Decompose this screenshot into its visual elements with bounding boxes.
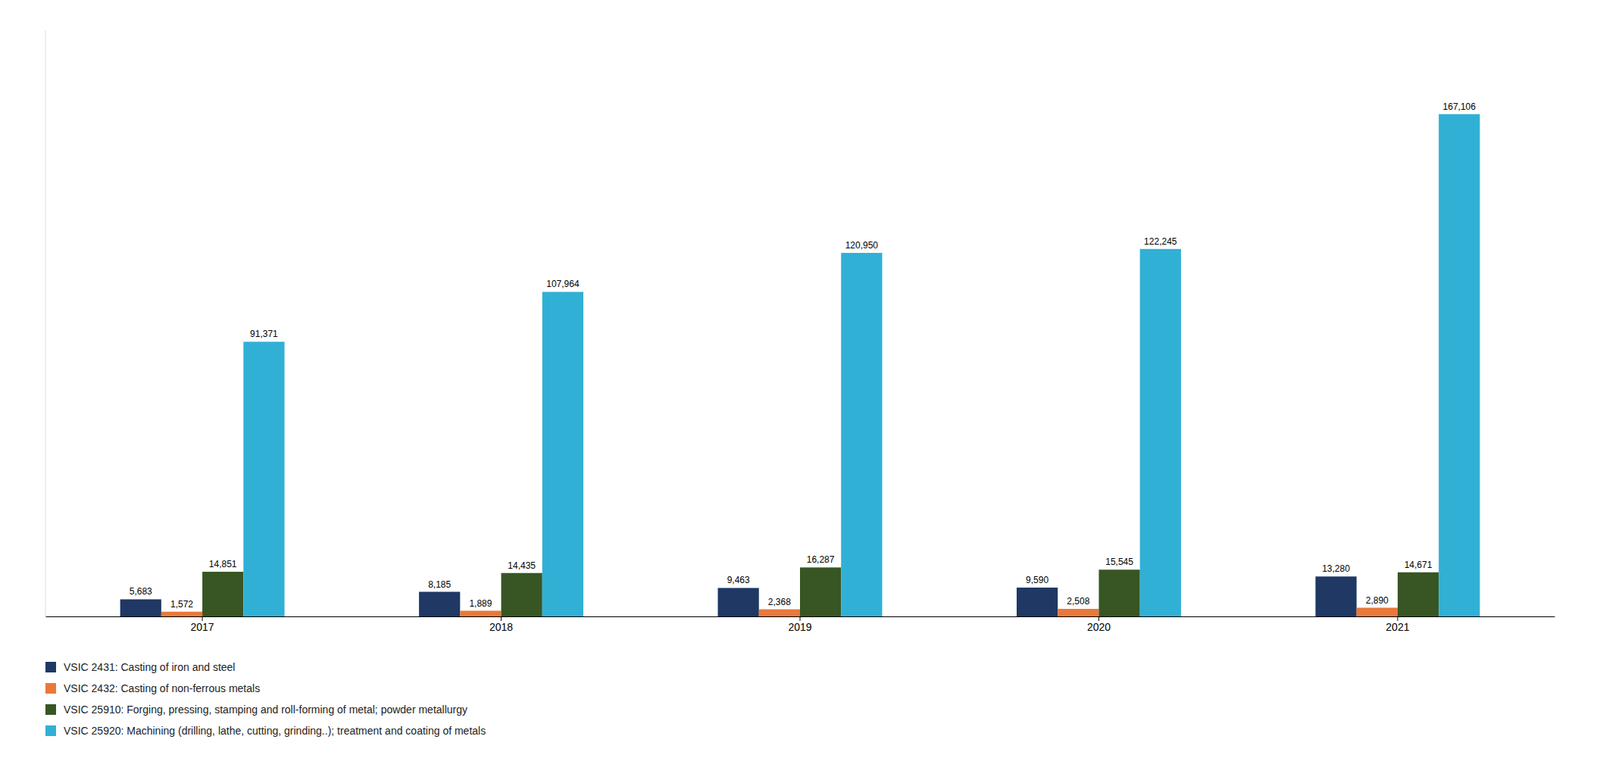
data-label: 15,545 [1105, 556, 1134, 568]
bar [718, 587, 760, 617]
legend-label: VSIC 2431: Casting of iron and steel [63, 661, 235, 674]
data-label: 91,371 [250, 328, 279, 340]
legend-item: VSIC 25910: Forging, pressing, stamping … [45, 703, 468, 716]
data-label: 16,287 [806, 554, 835, 566]
x-tick: 2021 [1385, 616, 1410, 634]
data-label: 14,671 [1404, 559, 1433, 571]
bar [1016, 587, 1058, 617]
legend-swatch [45, 704, 57, 716]
x-tick-label: 2020 [1087, 621, 1111, 634]
data-label: 14,851 [209, 559, 238, 570]
bar-series [243, 114, 1480, 617]
y-axis-line [45, 30, 47, 617]
bar [1140, 249, 1182, 617]
bar [1315, 576, 1357, 617]
bars [120, 114, 1481, 617]
bar [202, 571, 244, 617]
legend-item: VSIC 2431: Casting of iron and steel [45, 661, 235, 674]
bar [501, 573, 543, 617]
data-label: 9,590 [1025, 575, 1049, 586]
plot: 5,683 8,185 9,463 9,590 13,280 1,572 1,889 2,36… [45, 30, 1556, 634]
bar [418, 592, 460, 617]
x-axis: 2017 2018 2019 2020 2021 [46, 616, 1556, 634]
data-label: 1,572 [170, 599, 194, 610]
data-label: 14,435 [507, 560, 536, 572]
chart: 5,683 8,185 9,463 9,590 13,280 1,572 1,889 2,36… [0, 0, 1600, 783]
data-label: 8,185 [428, 579, 451, 591]
bar-series [202, 567, 1439, 617]
bar [759, 609, 800, 617]
x-tick: 2018 [489, 616, 513, 634]
x-tick: 2019 [787, 616, 812, 634]
data-label: 2,890 [1365, 595, 1389, 607]
bar [1397, 572, 1439, 617]
bar [840, 253, 882, 617]
data-label: 120,950 [845, 240, 879, 251]
x-tick-label: 2018 [489, 621, 513, 634]
legend-label: VSIC 25920: Machining (drilling, lathe, … [63, 725, 486, 738]
x-tick: 2017 [190, 616, 215, 634]
bar [459, 611, 501, 617]
bar [120, 599, 162, 617]
legend: VSIC 2431: Casting of iron and steel VSIC… [45, 661, 486, 738]
data-label: 1,889 [468, 598, 492, 610]
legend-label: VSIC 2432: Casting of non-ferrous metals [63, 682, 260, 695]
legend-swatch [45, 725, 57, 737]
y-axis [45, 30, 47, 617]
data-label: 2,508 [1066, 596, 1090, 607]
bar [542, 291, 584, 617]
legend-swatch [45, 662, 57, 673]
x-tick-label: 2021 [1385, 621, 1410, 634]
data-label: 13,280 [1321, 563, 1350, 575]
bar [1438, 114, 1480, 617]
bar [1356, 608, 1398, 617]
x-tick: 2020 [1087, 616, 1111, 634]
bar [161, 612, 203, 617]
bar [800, 567, 841, 617]
data-labels: 5,683 8,185 9,463 9,590 13,280 1,572 1,889 2,36… [129, 101, 1477, 610]
bar [1098, 569, 1140, 617]
data-label: 122,245 [1143, 236, 1178, 247]
data-label: 9,463 [727, 575, 750, 586]
data-label: 2,368 [768, 596, 791, 608]
legend-swatch [45, 683, 57, 694]
data-label: 167,106 [1443, 101, 1477, 113]
data-label: 5,683 [129, 586, 153, 597]
x-tick-label: 2019 [787, 621, 812, 634]
legend-item: VSIC 25920: Machining (drilling, lathe, … [45, 725, 486, 738]
bar [1057, 609, 1099, 617]
legend-label: VSIC 25910: Forging, pressing, stamping … [63, 703, 468, 716]
data-label: 107,964 [546, 278, 580, 290]
legend-item: VSIC 2432: Casting of non-ferrous metals [45, 682, 260, 695]
x-tick-label: 2017 [190, 621, 215, 634]
bar [243, 341, 285, 617]
bar-series [161, 608, 1398, 617]
